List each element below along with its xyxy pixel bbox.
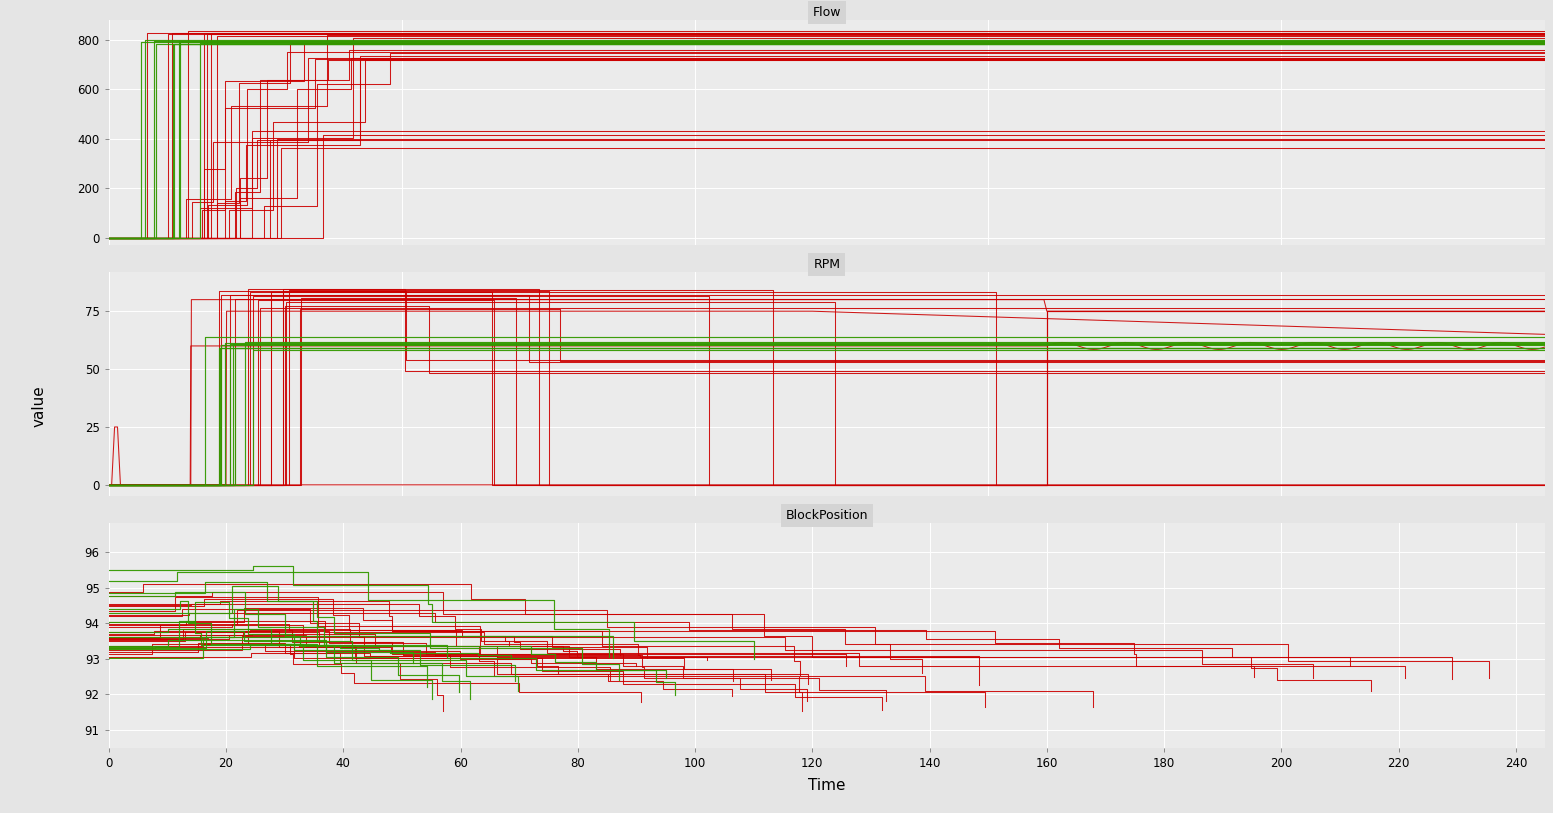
Text: value: value [31,385,47,428]
Title: Flow: Flow [812,7,842,20]
X-axis label: Time: Time [808,778,846,793]
Title: BlockPosition: BlockPosition [786,509,868,522]
Title: RPM: RPM [814,258,840,271]
